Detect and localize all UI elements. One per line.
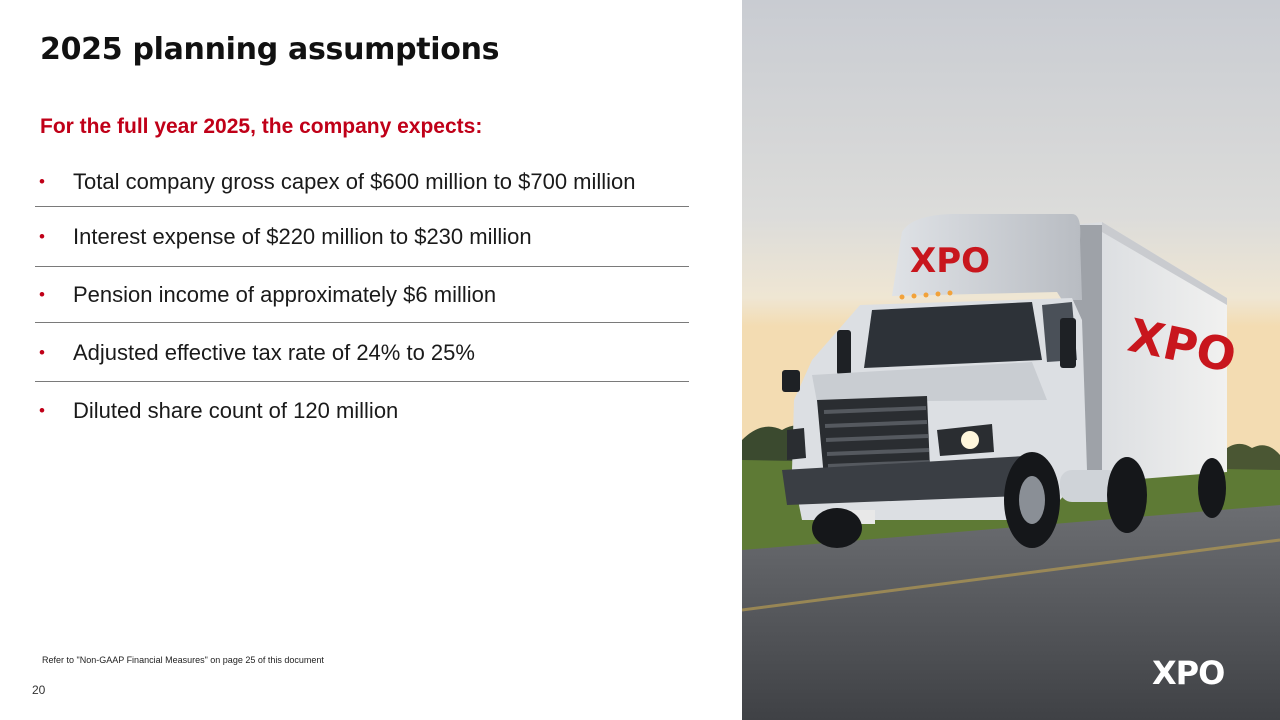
- page-title: 2025 planning assumptions: [40, 32, 500, 67]
- footnote: Refer to "Non-GAAP Financial Measures" o…: [42, 655, 324, 665]
- bullet-icon: •: [39, 401, 45, 420]
- cab-logo: XPO: [910, 241, 990, 281]
- assumptions-list: • Total company gross capex of $600 mill…: [35, 157, 740, 440]
- subtitle: For the full year 2025, the company expe…: [40, 115, 483, 138]
- bullet-icon: •: [39, 285, 45, 304]
- xpo-logo: XPO: [1152, 654, 1224, 692]
- list-item-text: Interest expense of $220 million to $230…: [73, 224, 532, 249]
- list-item: • Pension income of approximately $6 mil…: [35, 267, 740, 323]
- list-item: • Adjusted effective tax rate of 24% to …: [35, 323, 740, 382]
- page-number: 20: [32, 683, 46, 697]
- list-item: • Total company gross capex of $600 mill…: [35, 157, 740, 207]
- bullet-icon: •: [39, 227, 45, 246]
- truck-photo: XPO XPO: [742, 0, 1280, 720]
- list-item-text: Adjusted effective tax rate of 24% to 25…: [73, 339, 475, 365]
- list-item-text: Pension income of approximately $6 milli…: [73, 282, 497, 307]
- bullet-icon: •: [39, 172, 45, 191]
- list-item-text: Total company gross capex of $600 millio…: [73, 169, 636, 194]
- content-panel: 2025 planning assumptions For the full y…: [32, 32, 740, 697]
- list-item-text: Diluted share count of 120 million: [73, 398, 399, 423]
- list-item: • Diluted share count of 120 million: [35, 382, 740, 440]
- list-item: • Interest expense of $220 million to $2…: [35, 207, 740, 267]
- bullet-icon: •: [39, 342, 45, 362]
